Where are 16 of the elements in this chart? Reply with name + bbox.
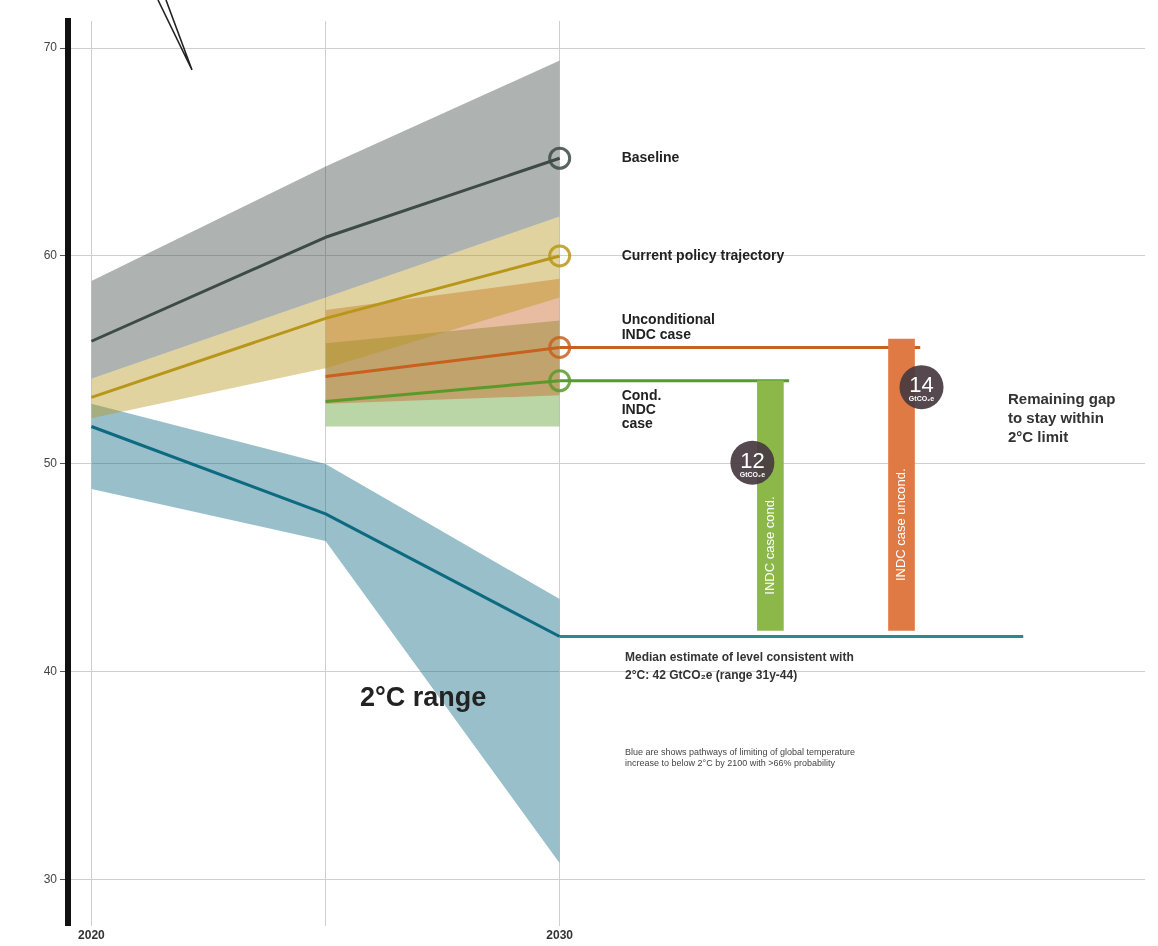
y-tick-label: 60 [43, 248, 58, 263]
annotation: Remaining gap to stay within 2°C limit [1008, 389, 1116, 445]
text: Cond. INDC case [621, 386, 662, 431]
x-tick-label: 2030 [546, 928, 574, 943]
text: Unconditional INDC case [621, 311, 715, 343]
text: Baseline [621, 149, 680, 166]
y-tick-label: 30 [43, 872, 58, 887]
x-tick-label: 2020 [78, 928, 106, 943]
annotation: Median estimate of level consistent with 2°C: 42 GtCO₂e (range 31y-44) [625, 650, 854, 683]
y-tick-label: 40 [43, 664, 58, 679]
text: Current policy trajectory [621, 246, 785, 263]
annotation: Blue are shows pathways of limiting of global temperature increase to below 2°C by 2100 with >66% probability [625, 746, 856, 768]
annotation: INDC case cond. [761, 496, 777, 595]
y-tick-label: 50 [43, 456, 58, 471]
y-tick-label: 70 [43, 40, 58, 55]
annotation: INDC case uncond. [893, 468, 909, 582]
